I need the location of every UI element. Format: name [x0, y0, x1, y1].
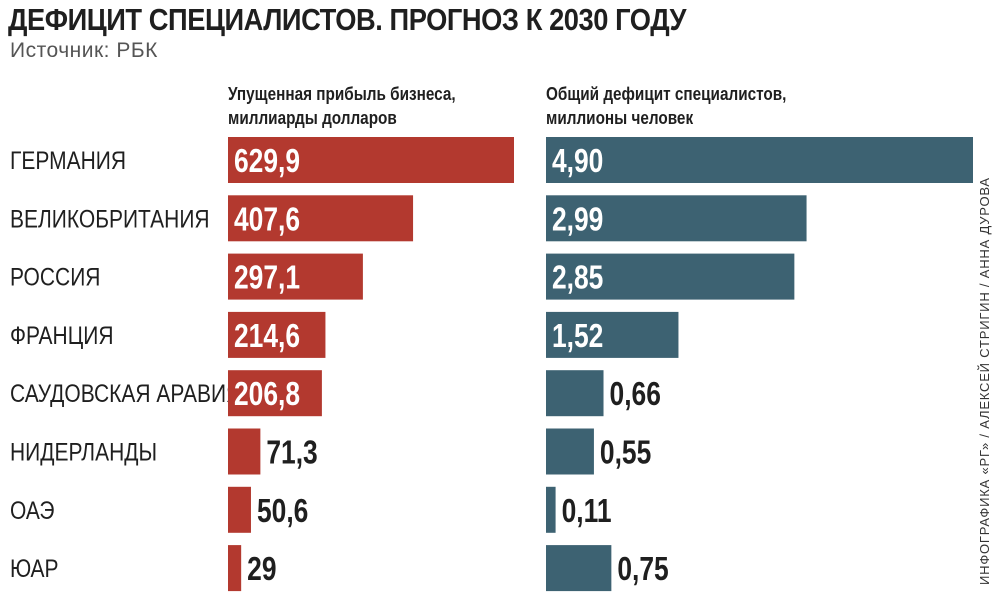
- deficit-value-label: 0,75: [617, 551, 668, 587]
- category-label: САУДОВСКАЯ АРАВИЯ: [10, 379, 241, 407]
- category-label: ФРАНЦИЯ: [10, 321, 113, 349]
- profit-bar: [228, 253, 363, 300]
- deficit-value-label: 0,66: [610, 376, 661, 412]
- deficit-bar: [546, 195, 807, 242]
- category-label: ВЕЛИКОБРИТАНИЯ: [10, 205, 210, 233]
- profit-bar: [228, 195, 414, 242]
- profit-value-label: 206,8: [234, 376, 300, 412]
- profit-value-label: 50,6: [257, 493, 308, 529]
- chart-title: ДЕФИЦИТ СПЕЦИАЛИСТОВ. ПРОГНОЗ К 2030 ГОД…: [8, 2, 687, 37]
- deficit-value-label: 2,99: [552, 202, 603, 238]
- deficit-value-label: 4,90: [552, 143, 603, 179]
- profit-value-label: 629,9: [234, 143, 300, 179]
- deficit-bar: [546, 486, 556, 533]
- profit-value-label: 297,1: [234, 260, 300, 296]
- profit-bar: [228, 137, 514, 183]
- profit-bar: [228, 486, 251, 533]
- profit-value-label: 71,3: [266, 435, 317, 471]
- deficit-header-line-1: Общий дефицит специалистов,: [546, 84, 787, 104]
- profit-value-label: 214,6: [234, 318, 300, 354]
- category-label: ОАЭ: [10, 496, 54, 524]
- infographic-credit: ИНФОГРАФИКА «РГ» / АЛЕКСЕЙ СТРИГИН / АНН…: [977, 177, 992, 585]
- profit-value-label: 407,6: [234, 202, 300, 238]
- category-label: ГЕРМАНИЯ: [10, 146, 126, 174]
- profit-bar: [228, 311, 326, 358]
- deficit-bar: [546, 370, 604, 417]
- category-label: ЮАР: [10, 554, 59, 582]
- deficit-header-line-2: миллионы человек: [546, 108, 694, 128]
- profit-bar: [228, 545, 242, 592]
- deficit-bar: [546, 545, 612, 592]
- category-label: НИДЕРЛАНДЫ: [10, 438, 157, 466]
- deficit-bar: [546, 311, 679, 358]
- deficit-bar: [546, 428, 594, 475]
- chart-source: Источник: РБК: [10, 39, 158, 62]
- deficit-bar: [546, 253, 795, 300]
- category-label: РОССИЯ: [10, 263, 100, 291]
- deficit-value-label: 0,55: [600, 435, 651, 471]
- profit-column-header: Упущенная прибыль бизнеса, миллиарды дол…: [228, 82, 456, 130]
- deficit-column-header: Общий дефицит специалистов, миллионы чел…: [546, 82, 786, 130]
- profit-header-line-2: миллиарды долларов: [228, 108, 397, 128]
- deficit-value-label: 1,52: [552, 318, 603, 354]
- profit-value-label: 29: [247, 551, 276, 587]
- profit-bar: [228, 370, 322, 417]
- deficit-value-label: 0,11: [562, 493, 612, 529]
- deficit-value-label: 2,85: [552, 260, 603, 296]
- profit-bar: [228, 428, 261, 475]
- deficit-bar: [546, 137, 973, 183]
- profit-header-line-1: Упущенная прибыль бизнеса,: [228, 84, 456, 104]
